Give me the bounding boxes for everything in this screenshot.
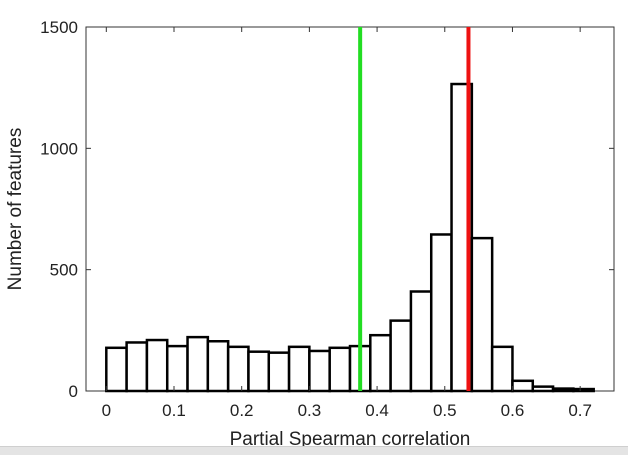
- histogram-bar: [105, 346, 128, 393]
- x-tick-label: 0.6: [501, 401, 525, 420]
- y-tick-label: 0: [69, 382, 78, 401]
- histogram-bar: [308, 349, 331, 393]
- histogram-bar: [409, 290, 433, 393]
- x-axis-label: Partial Spearman correlation: [230, 429, 471, 450]
- histogram-bar: [125, 341, 149, 393]
- window-bottom-edge: [0, 446, 628, 455]
- plot-area: [85, 26, 615, 392]
- x-tick-label: 0.5: [433, 401, 457, 420]
- histogram-bar: [226, 345, 250, 393]
- histogram-bar: [389, 319, 413, 393]
- histogram-bar: [165, 344, 189, 393]
- histogram-bar: [287, 345, 311, 393]
- x-tick-label: 0.1: [162, 401, 186, 420]
- histogram-bar: [490, 345, 514, 393]
- x-tick-label: 0.4: [365, 401, 389, 420]
- histogram-bar: [572, 387, 595, 393]
- histogram-bar: [206, 340, 230, 393]
- histogram-bar: [429, 233, 453, 393]
- histogram-bar: [369, 333, 392, 393]
- x-tick-label: 0.2: [230, 401, 254, 420]
- histogram-bar: [551, 387, 575, 393]
- histogram-bar: [470, 236, 494, 393]
- histogram-bar: [267, 351, 291, 393]
- reference-lines-group: [358, 27, 471, 391]
- histogram-bar: [328, 346, 352, 393]
- x-tick-label: 0.3: [298, 401, 322, 420]
- histogram-bar: [186, 335, 210, 393]
- x-axis-ticks: 0 0.1 0.2 0.3 0.4 0.5 0.6 0.7: [102, 27, 592, 420]
- y-axis-ticks: 0 500 1000 1500: [40, 18, 614, 401]
- histogram-bar: [247, 350, 271, 393]
- histogram-bar: [511, 379, 535, 393]
- x-tick-label: 0: [102, 401, 111, 420]
- y-tick-label: 1000: [40, 139, 78, 158]
- histogram-bar: [145, 338, 169, 393]
- y-axis-label: Number of features: [5, 128, 26, 291]
- y-tick-label: 1500: [40, 18, 78, 37]
- x-tick-label: 0.7: [568, 401, 592, 420]
- y-tick-label: 500: [50, 261, 78, 280]
- histogram-bar: [531, 385, 555, 393]
